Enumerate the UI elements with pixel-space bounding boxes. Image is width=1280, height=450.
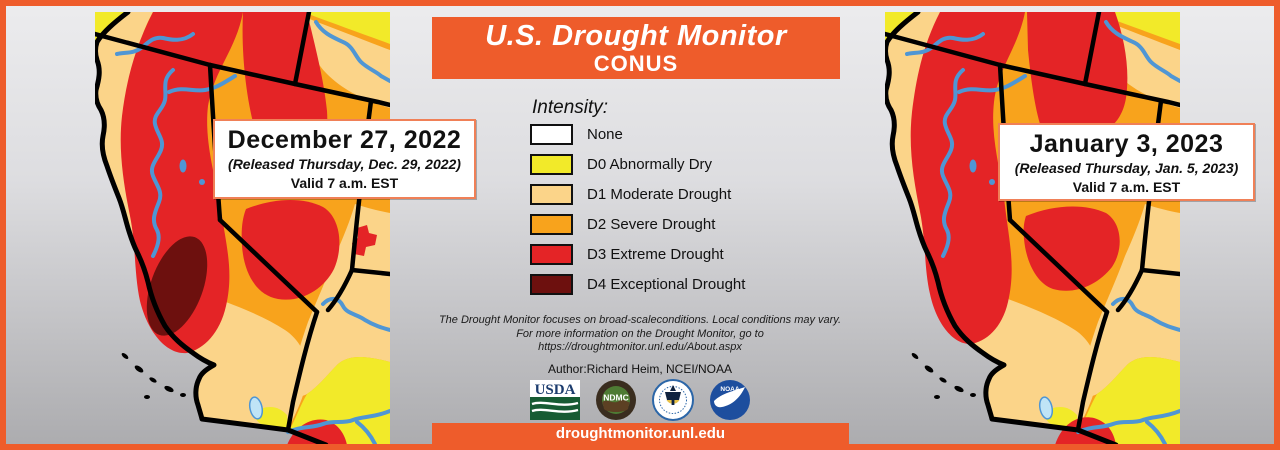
legend-row-d1: D1 Moderate Drought	[530, 184, 745, 205]
disclaimer-url: https://droughtmonitor.unl.edu/About.asp…	[538, 341, 742, 354]
legend-row-none: None	[530, 124, 745, 145]
released-left: (Released Thursday, Dec. 29, 2022)	[228, 156, 461, 172]
swatch-d4	[530, 274, 573, 295]
swatch-d1	[530, 184, 573, 205]
legend-row-d3: D3 Extreme Drought	[530, 244, 745, 265]
date-box-left: December 27, 2022 (Released Thursday, De…	[213, 119, 476, 199]
page-title: U.S. Drought Monitor	[485, 20, 787, 52]
map-left-svg	[95, 12, 390, 445]
legend-row-d0: D0 Abnormally Dry	[530, 154, 745, 175]
disclaimer-line1: The Drought Monitor focuses on broad-sca…	[438, 314, 842, 326]
valid-right: Valid 7 a.m. EST	[1072, 179, 1181, 195]
date-box-right: January 3, 2023 (Released Thursday, Jan.…	[998, 123, 1255, 201]
swatch-d3	[530, 244, 573, 265]
svg-text:USDA: USDA	[534, 382, 575, 398]
usda-logo: USDA	[529, 380, 580, 420]
swatch-d2	[530, 214, 573, 235]
swatch-d0	[530, 154, 573, 175]
footer-url: droughtmonitor.unl.edu	[555, 425, 726, 442]
agency-logos: USDA NDMC NOAA	[420, 379, 860, 421]
author-line: Author:Richard Heim, NCEI/NOAA	[547, 362, 733, 376]
released-right: (Released Thursday, Jan. 5, 2023)	[1014, 160, 1239, 176]
title-banner: U.S. Drought Monitor CONUS	[432, 17, 840, 79]
disclaimer-line2: For more information on the Drought Moni…	[516, 327, 764, 340]
svg-text:NOAA: NOAA	[720, 386, 739, 393]
page-subtitle: CONUS	[593, 51, 679, 76]
ndmc-logo: NDMC	[595, 380, 636, 420]
legend-heading: Intensity:	[532, 97, 609, 118]
valid-left: Valid 7 a.m. EST	[290, 175, 399, 191]
date-left: December 27, 2022	[227, 126, 462, 154]
disclaimer: The Drought Monitor focuses on broad-sca…	[420, 314, 860, 355]
date-right: January 3, 2023	[1029, 130, 1224, 158]
noaa-logo: NOAA	[709, 380, 750, 420]
intensity-legend: Intensity: None D0 Abnormally Dry D1 Mod…	[530, 97, 745, 304]
footer-url-bar: droughtmonitor.unl.edu	[432, 423, 849, 444]
map-california-jan	[885, 12, 1180, 445]
map-california-dec	[95, 12, 390, 445]
legend-row-d2: D2 Severe Drought	[530, 214, 745, 235]
legend-row-d4: D4 Exceptional Drought	[530, 274, 745, 295]
swatch-none	[530, 124, 573, 145]
svg-text:NDMC: NDMC	[603, 393, 629, 403]
commerce-logo	[651, 379, 694, 421]
map-right-svg	[885, 12, 1180, 445]
